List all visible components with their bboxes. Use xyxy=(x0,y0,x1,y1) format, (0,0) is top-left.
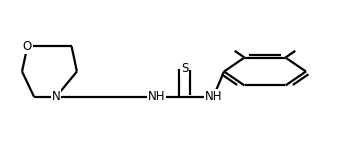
Text: O: O xyxy=(23,40,32,53)
Text: N: N xyxy=(52,90,60,103)
Text: NH: NH xyxy=(148,90,165,103)
Text: S: S xyxy=(181,62,188,75)
Text: NH: NH xyxy=(205,90,222,103)
